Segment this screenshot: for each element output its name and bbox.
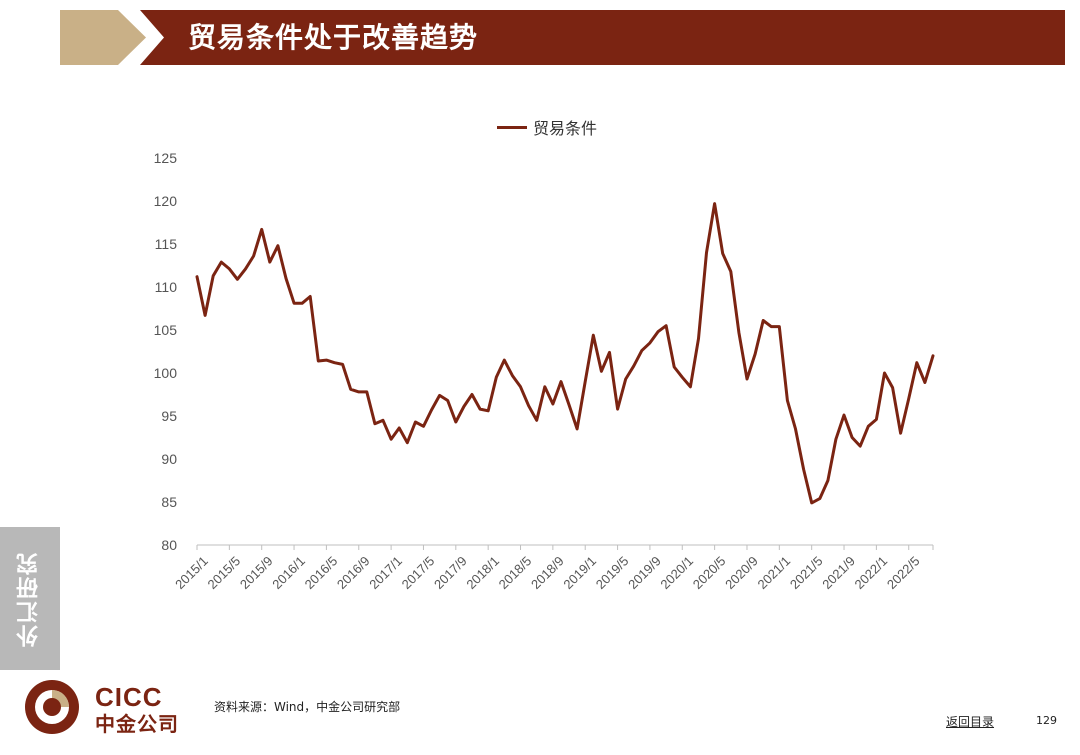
y-tick-label: 85 (161, 494, 177, 510)
x-tick-label: 2021/5 (787, 553, 826, 592)
legend-line-swatch (497, 125, 527, 129)
series-line-trade-terms (195, 202, 935, 505)
x-tick-label: 2017/9 (431, 553, 470, 592)
x-tick-label: 2015/1 (172, 553, 211, 592)
x-tick-label: 2016/1 (269, 553, 308, 592)
page-number: 129 (1036, 714, 1057, 727)
source-note: 资料来源：Wind，中金公司研究部 (214, 700, 401, 714)
x-tick-label: 2016/5 (302, 553, 341, 592)
y-tick-label: 125 (154, 150, 178, 166)
y-tick-label: 105 (154, 322, 178, 338)
header-bar (140, 10, 1065, 65)
x-tick-label: 2017/1 (366, 553, 405, 592)
x-tick-label: 2018/5 (496, 553, 535, 592)
logo-text-cn: 中金公司 (95, 712, 179, 736)
side-tab: 外汇研究 (0, 527, 60, 670)
y-tick-label: 90 (161, 451, 177, 467)
x-tick-label: 2017/5 (399, 553, 438, 592)
y-tick-label: 95 (161, 408, 177, 424)
page-title: 贸易条件处于改善趋势 (188, 21, 479, 54)
y-tick-label: 100 (154, 365, 178, 381)
header-chevron-icon (60, 10, 146, 65)
x-tick-label: 2015/9 (237, 553, 276, 592)
x-tick-label: 2018/1 (463, 553, 502, 592)
x-tick-label: 2020/9 (722, 553, 761, 592)
x-tick-label: 2015/5 (205, 553, 244, 592)
logo-text-en: CICC (95, 682, 163, 712)
cicc-logo-icon (25, 680, 79, 734)
y-tick-label: 80 (161, 537, 177, 553)
x-tick-label: 2019/9 (625, 553, 664, 592)
x-tick-label: 2019/5 (593, 553, 632, 592)
x-tick-label: 2018/9 (528, 553, 567, 592)
x-tick-label: 2019/1 (560, 553, 599, 592)
x-tick-label: 2021/9 (819, 553, 858, 592)
back-to-toc-link[interactable]: 返回目录 (946, 715, 995, 729)
x-tick-label: 2022/1 (852, 553, 891, 592)
x-tick-label: 2022/5 (884, 553, 923, 592)
y-tick-label: 120 (154, 193, 178, 209)
side-tab-label: 外汇研究 (17, 550, 42, 647)
x-tick-label: 2016/9 (334, 553, 373, 592)
y-tick-label: 115 (155, 236, 178, 252)
x-tick-label: 2020/5 (690, 553, 729, 592)
y-tick-label: 110 (155, 279, 178, 295)
x-tick-label: 2021/1 (755, 553, 794, 592)
cicc-logo: CICC 中金公司 (22, 678, 192, 736)
chart-legend: 贸易条件 (497, 116, 597, 138)
x-tick-label: 2020/1 (657, 553, 696, 592)
legend-label: 贸易条件 (533, 119, 598, 138)
